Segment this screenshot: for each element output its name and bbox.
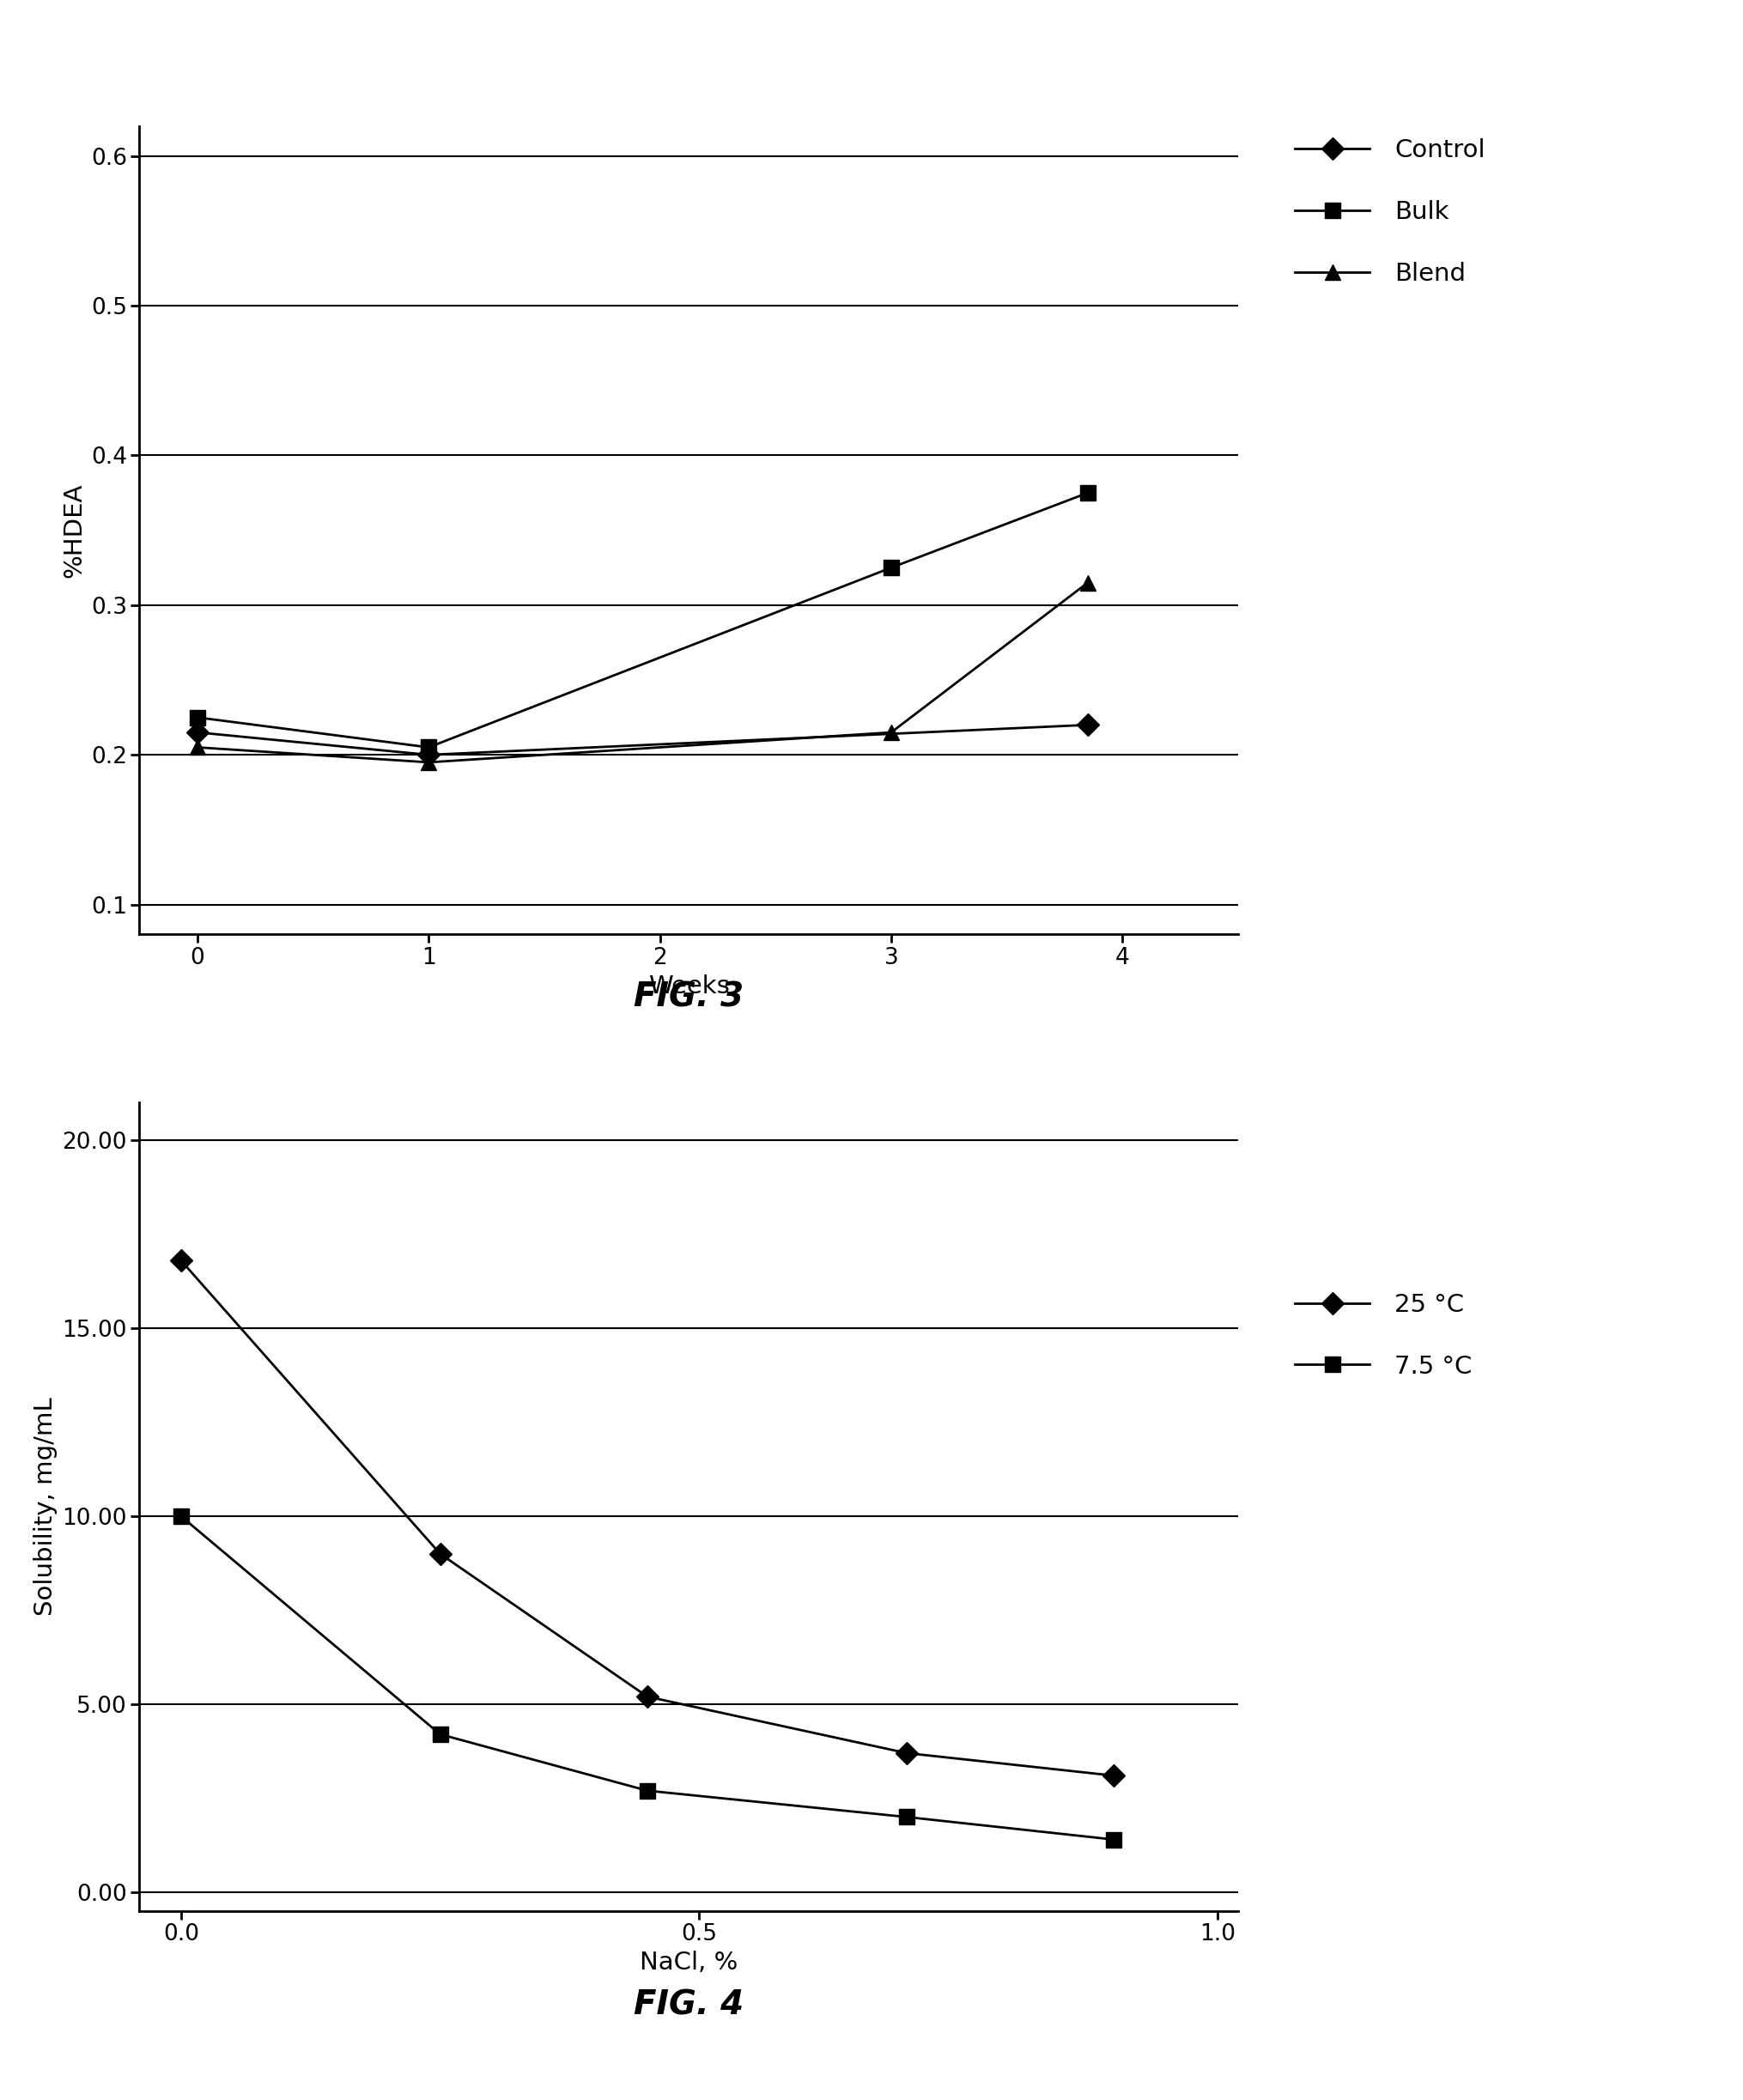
Blend: [187, 735, 207, 760]
Text: FIG. 3: FIG. 3: [633, 981, 744, 1014]
7.5 °C: [429, 1722, 450, 1747]
Line: Control: Control: [190, 716, 1095, 762]
Line: 7.5 °C: 7.5 °C: [173, 1508, 1121, 1848]
Y-axis label: %HDEA: %HDEA: [63, 483, 85, 578]
Blend: [880, 720, 901, 746]
Control: [418, 741, 439, 766]
Legend: 25 °C, 7.5 °C: 25 °C, 7.5 °C: [1293, 1294, 1471, 1378]
7.5 °C: [896, 1804, 917, 1829]
Y-axis label: Solubility, mg/mL: Solubility, mg/mL: [33, 1397, 58, 1617]
Text: FIG. 4: FIG. 4: [633, 1989, 744, 2022]
25 °C: [896, 1741, 917, 1766]
25 °C: [636, 1684, 657, 1709]
Line: Blend: Blend: [190, 575, 1095, 771]
Blend: [1077, 569, 1098, 594]
Bulk: [187, 706, 207, 731]
25 °C: [1103, 1764, 1124, 1789]
25 °C: [171, 1247, 192, 1273]
7.5 °C: [1103, 1827, 1124, 1852]
Line: Bulk: Bulk: [190, 485, 1095, 756]
X-axis label: NaCl, %: NaCl, %: [640, 1951, 737, 1974]
Line: 25 °C: 25 °C: [173, 1254, 1121, 1783]
Bulk: [880, 554, 901, 580]
Bulk: [1077, 481, 1098, 506]
7.5 °C: [636, 1779, 657, 1804]
25 °C: [429, 1541, 450, 1567]
Control: [1077, 712, 1098, 737]
X-axis label: Weeks: Weeks: [648, 974, 729, 998]
Blend: [418, 750, 439, 775]
Legend: Control, Bulk, Blend: Control, Bulk, Blend: [1293, 139, 1485, 286]
Bulk: [418, 735, 439, 760]
7.5 °C: [171, 1504, 192, 1529]
Control: [187, 720, 207, 746]
